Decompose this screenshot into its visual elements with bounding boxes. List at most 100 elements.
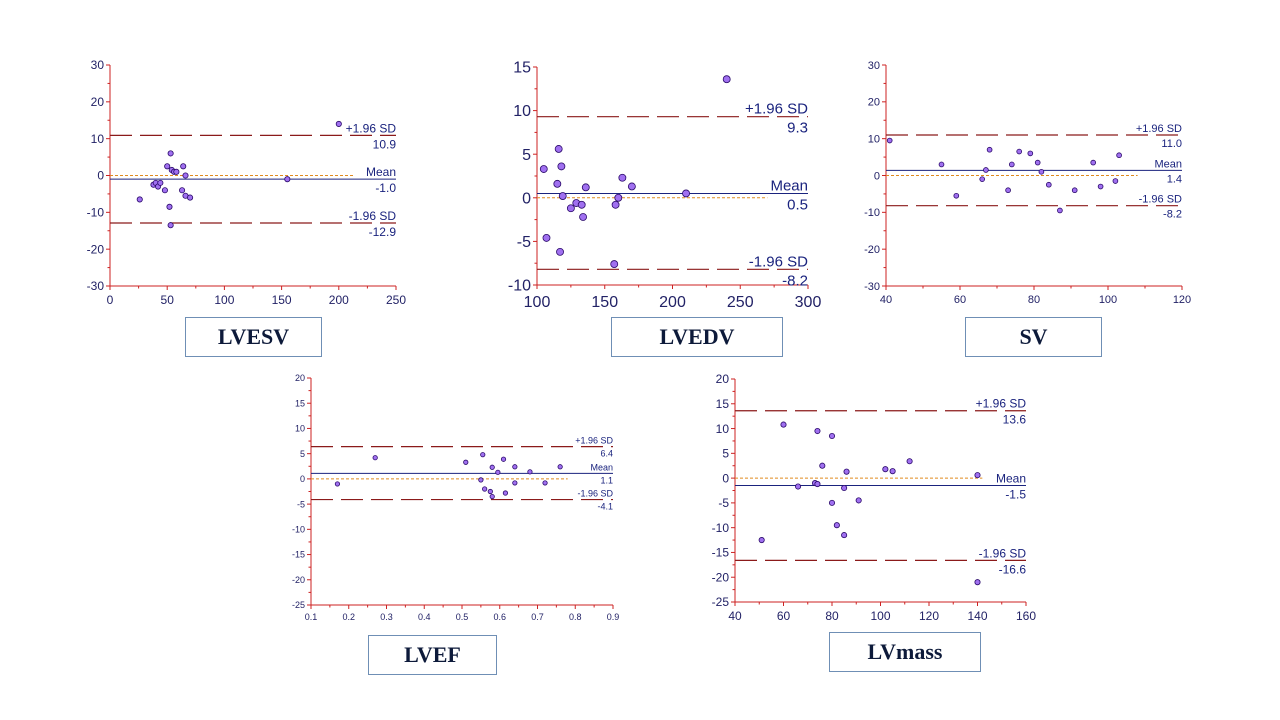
lvesv-upper-label: +1.96 SD [346, 121, 397, 135]
sv-lower-label: -1.96 SD [1139, 194, 1182, 206]
lvef-y-tick-label: -10 [292, 524, 305, 534]
lvesv-y-tick-label: 20 [91, 95, 105, 109]
lvmass-y-tick-label: 0 [722, 471, 729, 485]
lvef-data-point [512, 464, 518, 470]
lvmass-lower-value: -16.6 [999, 562, 1027, 576]
lvef-x-tick-label: 0.1 [305, 612, 318, 622]
lvmass-y-tick-label: -5 [718, 496, 729, 510]
lvef-caption: LVEF [368, 635, 497, 675]
lvedv-lower-label: -1.96 SD [749, 253, 808, 270]
sv-y-tick-label: 10 [868, 134, 880, 146]
lvedv-data-point [557, 162, 566, 171]
sv-data-point [1034, 159, 1041, 166]
lvedv-data-point [558, 192, 567, 200]
lvef-data-point [502, 490, 509, 496]
sv-y-tick-label: 0 [874, 170, 880, 182]
lvmass-y-tick-label: -15 [712, 546, 730, 560]
lvedv-data-point [554, 145, 563, 153]
lvef-data-point [500, 456, 507, 462]
lvedv-x-tick-label: 300 [795, 294, 822, 311]
lvesv-data-point [167, 222, 174, 229]
sv-y-tick-label: 20 [868, 97, 880, 109]
lvmass-x-tick-label: 100 [870, 609, 890, 623]
lvmass-data-point [974, 579, 981, 586]
sv-data-point [938, 161, 945, 168]
lvef-y-tick-label: -5 [297, 499, 305, 509]
lvesv-x-tick-label: 100 [214, 293, 234, 307]
sv-data-point [1057, 207, 1063, 214]
lvedv-caption: LVEDV [611, 317, 783, 357]
sv-data-point [1038, 168, 1045, 175]
lvedv-y-tick-label: -10 [508, 278, 531, 295]
lvef-y-tick-label: 10 [295, 424, 305, 434]
lvmass-data-point [843, 468, 850, 475]
lvef-data-point [542, 480, 548, 486]
lvmass-data-point [841, 484, 848, 492]
lvef-data-point [527, 469, 533, 475]
sv-y-tick-label: 30 [868, 60, 880, 72]
lvedv-data-point [610, 260, 619, 268]
lvef-y-tick-label: 15 [295, 398, 305, 408]
lvmass-data-point [795, 483, 802, 490]
sv-lower-value: -8.2 [1163, 209, 1182, 221]
lvef-y-tick-label: -20 [292, 575, 305, 585]
lvmass-data-point [828, 432, 836, 440]
sv-data-point [1071, 187, 1078, 194]
sv-data-point [953, 192, 960, 199]
lvef-data-point [512, 480, 518, 486]
lvedv-x-tick-label: 200 [659, 294, 686, 311]
lvesv-y-tick-label: 0 [97, 169, 104, 183]
lvedv-data-point [542, 233, 551, 242]
lvmass-data-point [814, 427, 821, 435]
lvedv-lower-value: -8.2 [782, 272, 808, 289]
lvef-data-point [372, 455, 378, 461]
lvesv-upper-value: 10.9 [373, 137, 397, 151]
lvedv-data-point [614, 193, 623, 202]
lvef-x-tick-label: 0.9 [607, 612, 620, 622]
lvesv-y-tick-label: 10 [91, 132, 105, 146]
lvesv-data-point [164, 163, 171, 170]
lvmass-y-tick-label: 5 [722, 447, 729, 461]
lvef-y-tick-label: -25 [292, 600, 305, 610]
lvmass-data-point [814, 481, 821, 488]
lvmass-data-point [974, 472, 981, 479]
lvmass-upper-label: +1.96 SD [976, 397, 1027, 411]
lvesv-y-tick-label: -10 [87, 206, 105, 220]
lvedv-data-point [581, 183, 590, 192]
lvedv-data-point [611, 200, 620, 209]
lvef-upper-value: 6.4 [600, 449, 613, 459]
lvedv-data-point [618, 173, 627, 182]
lvmass-caption: LVmass [829, 632, 981, 672]
lvef-y-tick-label: -15 [292, 550, 305, 560]
lvesv-x-tick-label: 0 [107, 293, 114, 307]
lvedv-data-point [553, 179, 562, 188]
sv-data-point [1112, 178, 1119, 184]
lvmass-x-tick-label: 120 [919, 609, 939, 623]
lvmass-data-point [833, 522, 840, 529]
lvmass-mean-value: -1.5 [1005, 488, 1026, 502]
sv-caption: SV [965, 317, 1102, 357]
lvmass-data-point [780, 421, 787, 428]
lvesv-data-point [179, 187, 186, 194]
sv-y-tick-label: -30 [864, 281, 880, 293]
sv-data-point [1116, 152, 1122, 159]
lvmass-data-point [841, 532, 848, 539]
lvesv-data-point [166, 203, 173, 210]
lvedv-upper-value: 9.3 [787, 120, 808, 137]
sv-x-tick-label: 40 [880, 294, 892, 306]
lvef-data-point [487, 488, 493, 495]
lvesv-x-tick-label: 50 [161, 293, 175, 307]
lvef-upper-label: +1.96 SD [575, 436, 613, 446]
lvef-x-tick-label: 0.7 [531, 612, 544, 622]
lvedv-mean-value: 0.5 [787, 196, 808, 213]
sv-upper-label: +1.96 SD [1136, 123, 1182, 135]
lvmass-data-point [906, 458, 913, 465]
lvmass-data-point [819, 462, 826, 469]
lvedv-data-point [556, 247, 564, 256]
lvef-y-tick-label: 20 [295, 373, 305, 383]
lvesv-lower-value: -12.9 [369, 225, 397, 239]
lvef-data-point [480, 452, 486, 458]
